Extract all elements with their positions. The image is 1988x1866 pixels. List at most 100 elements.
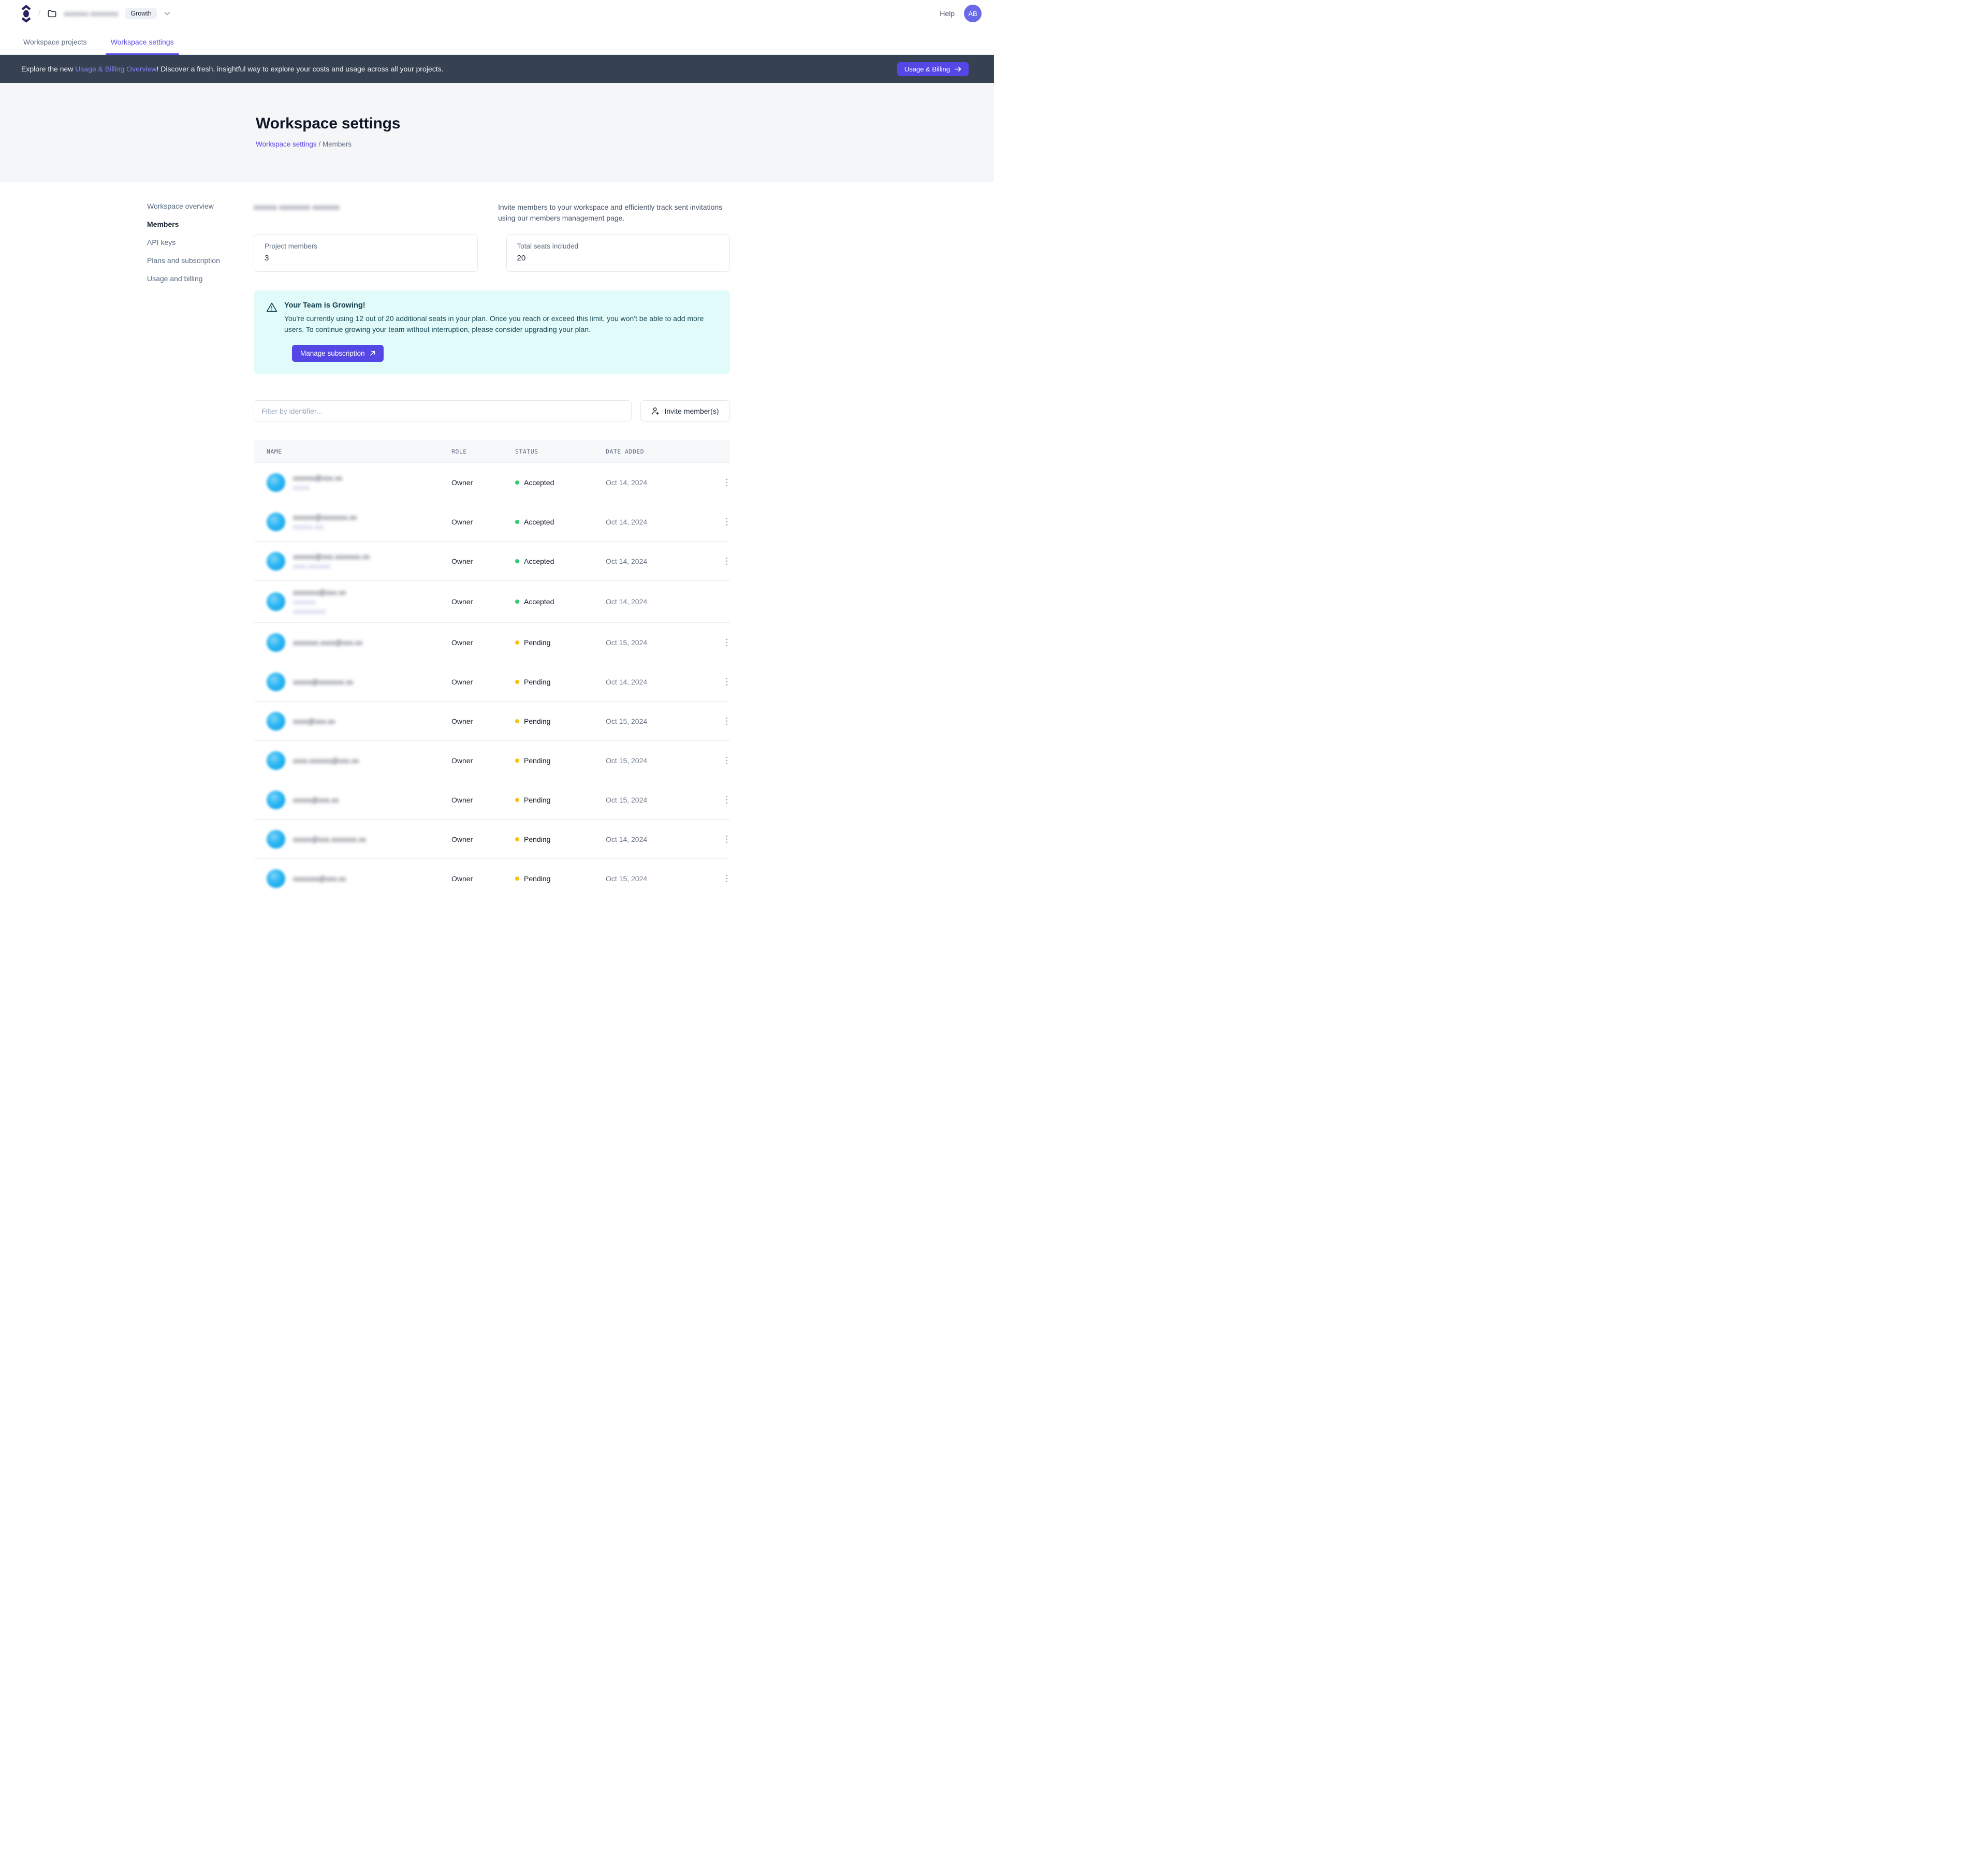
member-avatar: [267, 711, 285, 731]
status-label: Pending: [524, 677, 551, 686]
workspace-name[interactable]: xxxxxxx xxxxxxxx: [64, 9, 119, 18]
status-dot: [515, 559, 519, 563]
status-label: Accepted: [524, 478, 554, 487]
settings-sidenav: Workspace overview Members API keys Plan…: [147, 202, 224, 898]
table-row: xxxx.xxxxxx@xxx.xx Owner Pending Oct 15, 20…: [254, 741, 732, 780]
row-menu-kebab-icon[interactable]: ⋮: [720, 793, 734, 807]
sidenav-item-members[interactable]: Members: [147, 220, 179, 228]
date-added: Oct 14, 2024: [606, 557, 648, 565]
breadcrumb-workspace-settings-link[interactable]: Workspace settings: [256, 140, 317, 148]
member-email: xxxx.xxxxxx@xxx.xx: [293, 756, 359, 765]
status-dot: [515, 640, 519, 645]
folder-icon: [48, 10, 56, 18]
table-row: xxxxxxx@xxx.xx Owner Pending Oct 15, 2024 ⋮: [254, 859, 732, 898]
top-navigation: / xxxxxxx xxxxxxxx Growth Help AB Worksp…: [0, 0, 994, 55]
table-row: xxxxxxx.xxxx@xxx.xx Owner Pending Oct 15, 2…: [254, 623, 732, 662]
invite-members-button[interactable]: Invite member(s): [640, 400, 730, 421]
row-menu-kebab-icon[interactable]: ⋮: [720, 753, 734, 768]
status-dot: [515, 797, 519, 802]
status-label: Pending: [524, 874, 551, 883]
date-added: Oct 15, 2024: [606, 795, 648, 804]
help-link[interactable]: Help: [940, 9, 955, 18]
arrow-up-right-icon: [370, 351, 375, 356]
date-added: Oct 15, 2024: [606, 717, 648, 725]
date-added: Oct 14, 2024: [606, 478, 648, 487]
page-breadcrumb: Workspace settings / Members: [256, 140, 352, 148]
table-row: xxxxx@xxxxxxx.xx Owner Pending Oct 14, 2024…: [254, 662, 732, 702]
user-plus-icon: [651, 407, 660, 415]
table-row: xxxxx@xxx.xxxxxxx.xx Owner Pending Oct 14, …: [254, 820, 732, 859]
chevron-down-icon[interactable]: [164, 11, 170, 16]
sidenav-item-usage-billing[interactable]: Usage and billing: [147, 274, 203, 283]
table-body: xxxxxx@xxx.xx xxxxx Owner Accepted Oct 14, 2…: [254, 463, 732, 898]
workspace-tabs: Workspace projects Workspace settings: [0, 27, 994, 55]
col-role: ROLE: [451, 447, 467, 455]
member-email: xxxxxx@xxx.xxxxxxx.xx: [293, 552, 370, 561]
row-menu-kebab-icon[interactable]: ⋮: [720, 714, 734, 728]
app-logo[interactable]: [21, 4, 31, 23]
members-section-description: Invite members to your workspace and eff…: [498, 203, 723, 222]
usage-billing-button[interactable]: Usage & Billing: [897, 62, 969, 76]
col-name: NAME: [267, 447, 282, 455]
member-username[interactable]: xxxxxxxxxx: [293, 608, 326, 615]
member-email: xxxxxx@xxxxxxx.xx: [293, 513, 357, 521]
status-label: Accepted: [524, 517, 554, 526]
member-avatar: [267, 592, 285, 611]
table-row: xxxxxx@xxx.xxxxxxx.xx xxxx xxxxxxx Owner Ac…: [254, 542, 732, 581]
member-username[interactable]: xxxx xxxxxxx: [293, 562, 331, 570]
member-avatar: [267, 512, 285, 531]
member-avatar: [267, 473, 285, 492]
banner-text: Explore the new Usage & Billing Overview…: [21, 65, 444, 73]
stat-value: 20: [517, 254, 526, 263]
manage-subscription-button[interactable]: Manage subscription: [292, 345, 384, 362]
sidenav-item-plans-subscription[interactable]: Plans and subscription: [147, 256, 220, 265]
status-label: Pending: [524, 717, 551, 725]
member-email: xxxx@xxx.xx: [293, 717, 335, 725]
member-username[interactable]: xxxxx: [293, 484, 310, 491]
status-dot: [515, 719, 519, 723]
content-area: Workspace overview Members API keys Plan…: [0, 182, 994, 940]
status-dot: [515, 679, 519, 684]
member-email: xxxxxx@xxx.xx: [293, 473, 343, 482]
status-label: Accepted: [524, 597, 554, 606]
row-menu-kebab-icon[interactable]: ⋮: [720, 554, 734, 568]
status-dot: [515, 758, 519, 763]
breadcrumb-current: Members: [322, 140, 352, 148]
status-label: Pending: [524, 756, 551, 765]
members-section-title: xxxxxx xxxxxxxx xxxxxxx: [254, 203, 340, 212]
table-header: NAME ROLE STATUS DATE ADDED: [254, 440, 730, 463]
member-role: Owner: [451, 478, 473, 487]
status-label: Accepted: [524, 557, 554, 565]
member-role: Owner: [451, 517, 473, 526]
status-dot: [515, 600, 519, 604]
member-role: Owner: [451, 677, 473, 686]
table-row: xxxx@xxx.xx Owner Pending Oct 15, 2024 ⋮: [254, 702, 732, 741]
member-avatar: [267, 829, 285, 849]
row-menu-kebab-icon[interactable]: ⋮: [720, 871, 734, 886]
member-role: Owner: [451, 638, 473, 647]
sidenav-item-api-keys[interactable]: API keys: [147, 238, 176, 246]
tab-workspace-projects[interactable]: Workspace projects: [23, 38, 87, 46]
member-username[interactable]: xxxxxxx: [293, 599, 316, 606]
stat-card-project-members: Project members 3: [254, 234, 478, 272]
tab-workspace-settings[interactable]: Workspace settings: [105, 38, 179, 55]
member-username[interactable]: xxxxxx xxx: [293, 523, 324, 531]
usage-billing-overview-link[interactable]: Usage & Billing Overview: [75, 65, 157, 73]
filter-input[interactable]: [254, 400, 632, 421]
status-dot: [515, 480, 519, 485]
row-menu-kebab-icon[interactable]: ⋮: [720, 832, 734, 847]
member-role: Owner: [451, 756, 473, 765]
member-email: xxxxx@xxxxxxx.xx: [293, 677, 354, 686]
members-panel: xxxxxx xxxxxxxx xxxxxxx Invite members t…: [254, 202, 732, 898]
row-menu-kebab-icon[interactable]: ⋮: [720, 635, 734, 650]
stat-card-total-seats: Total seats included 20: [506, 234, 730, 272]
user-avatar[interactable]: AB: [964, 5, 982, 22]
member-avatar: [267, 790, 285, 809]
row-menu-kebab-icon[interactable]: ⋮: [720, 515, 734, 529]
sidenav-item-workspace-overview[interactable]: Workspace overview: [147, 202, 214, 210]
row-menu-kebab-icon[interactable]: ⋮: [720, 675, 734, 689]
usage-billing-banner: Explore the new Usage & Billing Overview…: [0, 55, 994, 83]
table-row: xxxxxxx@xxx.xx xxxxxxx xxxxxxxxxx Owner Acce…: [254, 581, 730, 623]
row-menu-kebab-icon[interactable]: ⋮: [720, 475, 734, 490]
status-label: Pending: [524, 638, 551, 647]
